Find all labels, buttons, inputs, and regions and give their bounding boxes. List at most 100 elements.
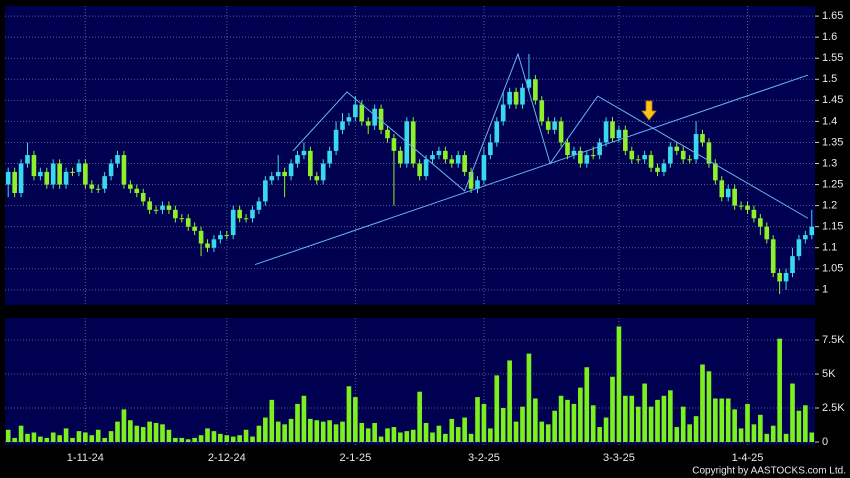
candle-body: [31, 155, 37, 177]
volume-bar: [134, 425, 140, 443]
candle-body: [648, 155, 654, 168]
y-tick-label: 1.2: [822, 200, 837, 212]
candle-body: [153, 209, 159, 211]
y-tick-label: 1.25: [822, 178, 843, 190]
volume-bar: [320, 421, 326, 443]
volume-bar: [449, 418, 455, 443]
candle-body: [713, 163, 718, 181]
y-tick-label: 1.65: [822, 10, 843, 22]
candle-body: [687, 159, 692, 161]
candle-body: [102, 176, 107, 189]
candle-body: [642, 155, 647, 160]
candle-body: [668, 146, 673, 164]
candle-body: [115, 155, 120, 164]
volume-bar: [269, 399, 275, 443]
volume-bar: [18, 425, 24, 443]
volume-bar: [809, 432, 815, 443]
candle-body: [661, 163, 667, 172]
volume-bar: [552, 410, 557, 443]
volume-bar: [288, 418, 294, 443]
candle-body: [417, 163, 422, 177]
plot-layer: 1-11-24 2-12-24 2-1-25 3-2-25 3-3-25 1-4-25 1 1…: [5, 6, 845, 464]
volume-bar: [192, 437, 197, 443]
volume-bar: [89, 435, 95, 443]
candle-body: [314, 176, 320, 181]
volume-bar: [783, 433, 789, 443]
candle-body: [295, 155, 300, 164]
candle-body: [706, 142, 712, 164]
volume-bar: [790, 383, 795, 443]
y-tick-label: 1.15: [822, 221, 843, 233]
y-tick-label: 2.5K: [822, 402, 845, 414]
candle-body: [18, 163, 24, 193]
volume-bar: [327, 420, 332, 443]
volume-bar: [488, 428, 493, 443]
volume-bar: [565, 399, 570, 443]
candle-body: [578, 150, 583, 164]
volume-bar: [25, 433, 30, 443]
candle-body: [758, 218, 763, 227]
candle-body: [140, 192, 146, 202]
candle-body: [301, 150, 307, 156]
volume-bar: [211, 431, 217, 443]
volume-bar: [198, 435, 204, 443]
candle-body: [809, 226, 815, 236]
candle-body: [790, 256, 795, 273]
volume-bar: [140, 427, 146, 443]
volume-bar: [83, 432, 88, 443]
volume-bar: [102, 437, 107, 443]
candle-body: [57, 163, 62, 185]
candle-body: [218, 235, 223, 240]
x-tick-label: 3-3-25: [603, 452, 635, 464]
volume-panel: [5, 318, 815, 445]
volume-bar: [603, 417, 609, 443]
copyright: Copyright by AASTOCKS.com Ltd.: [692, 466, 846, 477]
candle-body: [134, 188, 140, 193]
volume-bar: [308, 418, 313, 443]
y-tick-label: 1.4: [822, 115, 837, 127]
volume-bar: [468, 433, 474, 443]
candle-body: [629, 150, 635, 160]
volume-bar: [218, 433, 223, 443]
candle-body: [205, 243, 210, 248]
candle-body: [455, 155, 461, 164]
volume-bar: [108, 431, 114, 443]
volume-bar: [95, 429, 101, 443]
candle-body: [597, 142, 602, 156]
volume-bar: [680, 406, 686, 443]
volume-bar: [263, 417, 268, 443]
volume-bar: [121, 409, 127, 443]
volume-bar: [237, 435, 242, 443]
x-tick-label: 1-4-25: [732, 452, 764, 464]
candle-body: [237, 209, 242, 219]
candle-body: [655, 167, 660, 172]
volume-bar: [687, 424, 692, 443]
candle-body: [378, 108, 384, 130]
volume-bar: [224, 435, 230, 443]
volume-bar: [147, 421, 152, 443]
volume-bar: [751, 424, 757, 443]
volume-bar: [12, 437, 17, 443]
candle-body: [700, 134, 705, 143]
volume-bar: [745, 403, 750, 443]
candle-body: [12, 171, 17, 193]
volume-bar: [758, 414, 763, 443]
candle-body: [83, 163, 88, 185]
candle-body: [777, 272, 782, 282]
y-tick-label: 1.45: [822, 94, 843, 106]
volume-bar: [584, 367, 590, 443]
volume-bar: [385, 428, 390, 443]
candle-body: [500, 104, 506, 122]
volume-bar: [166, 429, 172, 443]
candle-body: [680, 150, 686, 160]
volume-bar: [391, 427, 397, 443]
y-tick-label: 1.6: [822, 31, 837, 43]
volume-bar: [725, 398, 731, 443]
candle-body: [288, 163, 294, 177]
candle-body: [623, 129, 628, 151]
volume-bar: [648, 406, 654, 443]
candle-body: [423, 159, 429, 177]
candle-body: [63, 171, 69, 185]
y-tick-label: 1: [822, 284, 828, 296]
